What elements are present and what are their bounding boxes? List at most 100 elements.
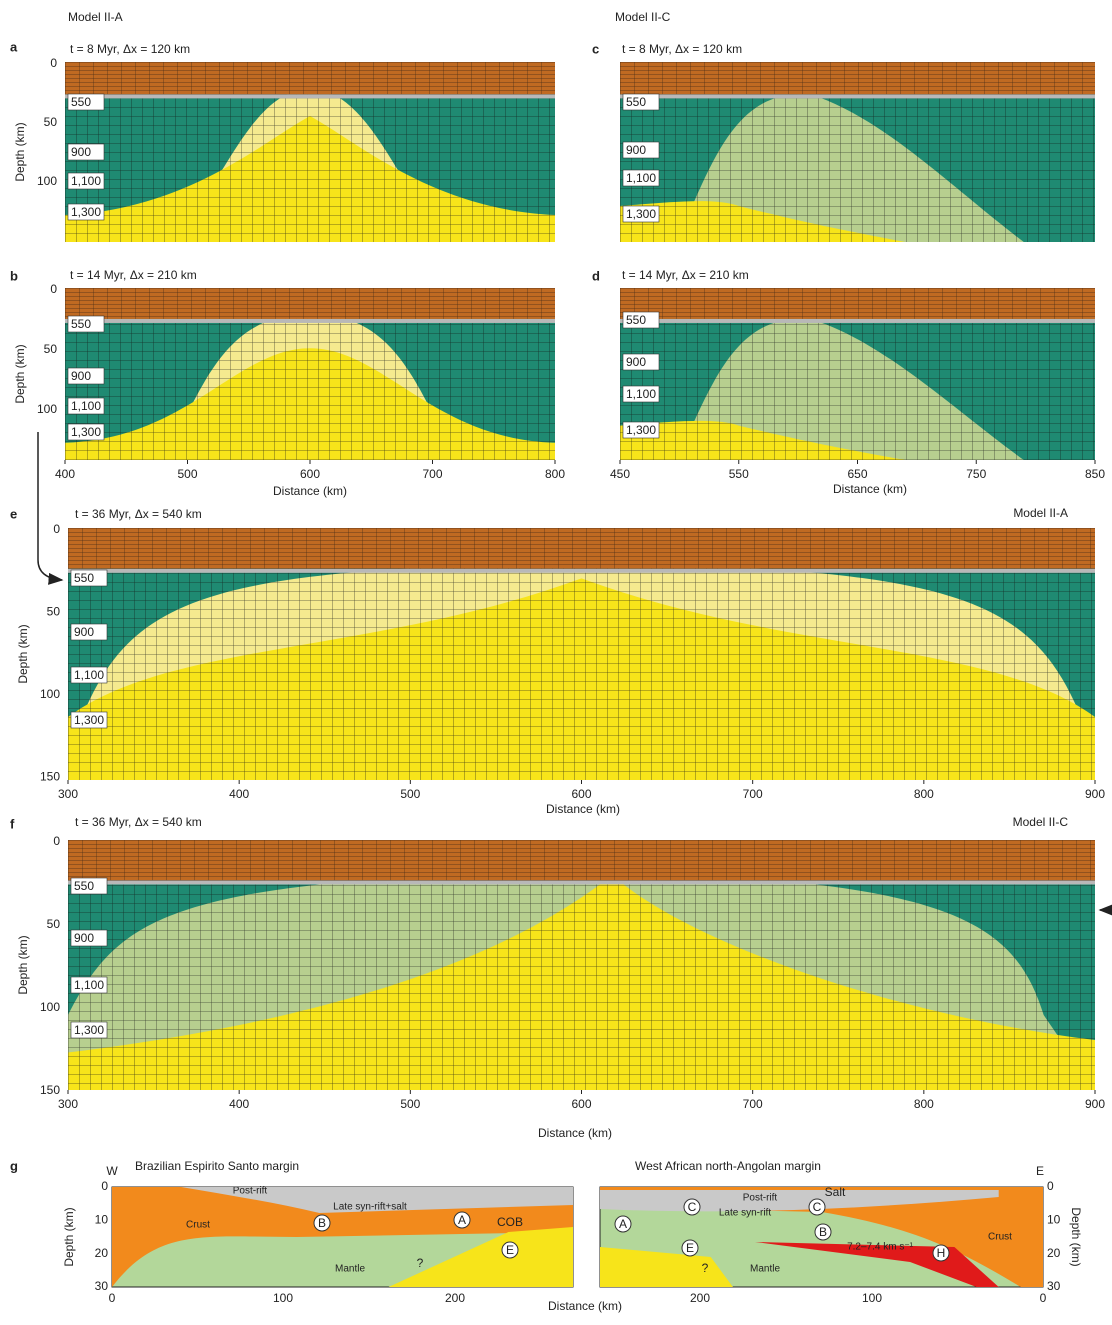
- x-tick-label: 700: [743, 1097, 763, 1111]
- x-tick-label: 600: [571, 1097, 591, 1111]
- model-label: Model II-A: [1013, 506, 1068, 520]
- isotherm-label: 1,100: [71, 174, 101, 188]
- section-label: E: [506, 1243, 514, 1257]
- isotherm-label: 900: [71, 145, 91, 159]
- model-panel: [620, 288, 1095, 460]
- crust-grid: [65, 62, 555, 94]
- x-tick-label: 500: [400, 1097, 420, 1111]
- x-tick-label: 800: [914, 1097, 934, 1111]
- section-label: COB: [497, 1215, 523, 1229]
- arrow: [38, 432, 62, 580]
- panel-body: [65, 288, 555, 460]
- x-tick-label: 700: [422, 467, 442, 481]
- y-tick-label: 0: [53, 834, 60, 848]
- x-axis-label: Distance (km): [548, 1299, 622, 1313]
- x-tick-label: 800: [914, 787, 934, 801]
- panel-body: [68, 840, 1095, 1090]
- y-axis-label: Depth (km): [13, 122, 27, 181]
- figure: Model II-AModel II-Cat = 8 Myr, Δx = 120…: [0, 0, 1112, 1320]
- y-tick-label: 0: [1047, 1179, 1054, 1193]
- section-label: Late syn-rift+salt: [333, 1202, 407, 1213]
- x-tick-label: 400: [55, 467, 75, 481]
- isotherm-label: 900: [71, 369, 91, 383]
- side-label: W: [106, 1164, 118, 1178]
- sediment: [620, 94, 1095, 98]
- isotherm-label: 900: [626, 143, 646, 157]
- sediment: [65, 94, 555, 98]
- model-panel: [620, 62, 1095, 242]
- isotherm-label: 1,300: [71, 425, 101, 439]
- y-tick-label: 0: [50, 56, 57, 70]
- panel-label: g: [10, 1158, 18, 1173]
- x-tick-label: 400: [229, 1097, 249, 1111]
- section-label: B: [819, 1225, 827, 1239]
- section-label: Crust: [988, 1232, 1012, 1243]
- sediment: [68, 569, 1095, 573]
- isotherm-label: 1,100: [626, 387, 656, 401]
- x-tick-label: 200: [445, 1291, 465, 1305]
- y-axis-label: Depth (km): [62, 1207, 76, 1266]
- y-tick-label: 20: [1047, 1246, 1061, 1260]
- section-label: Mantle: [750, 1264, 780, 1275]
- model-panel: [65, 288, 555, 460]
- section-label: Late syn-rift: [719, 1208, 771, 1219]
- section-label: B: [318, 1216, 326, 1230]
- section-label: C: [688, 1200, 697, 1214]
- panel-label: c: [592, 41, 599, 56]
- section-label: H: [937, 1246, 946, 1260]
- isotherm-label: 900: [74, 625, 94, 639]
- crust-grid: [65, 288, 555, 319]
- panel-body: [68, 528, 1095, 780]
- x-tick-label: 400: [229, 787, 249, 801]
- isotherm-label: 1,300: [71, 205, 101, 219]
- section-label: Post-rift: [233, 1186, 268, 1197]
- y-tick-label: 10: [1047, 1213, 1061, 1227]
- panel-label: b: [10, 268, 18, 283]
- y-tick-label: 30: [95, 1279, 109, 1293]
- x-axis-label: Distance (km): [546, 802, 620, 816]
- isotherm-label: 550: [74, 571, 94, 585]
- y-tick-label: 100: [40, 1000, 60, 1014]
- x-axis-label: Distance (km): [833, 482, 907, 496]
- panel-subtitle: t = 36 Myr, Δx = 540 km: [75, 815, 202, 829]
- isotherm-label: 1,100: [74, 978, 104, 992]
- x-tick-label: 300: [58, 1097, 78, 1111]
- x-tick-label: 800: [545, 467, 565, 481]
- crust-grid: [68, 840, 1095, 881]
- section-label: C: [813, 1200, 822, 1214]
- x-tick-label: 600: [571, 787, 591, 801]
- section-title: Brazilian Espirito Santo margin: [135, 1159, 299, 1173]
- isotherm-label: 1,300: [626, 207, 656, 221]
- panel-label: d: [592, 268, 600, 283]
- section-label: ?: [417, 1256, 424, 1270]
- header: Model II-A: [68, 10, 123, 24]
- isotherm-label: 1,300: [74, 713, 104, 727]
- x-tick-label: 600: [300, 467, 320, 481]
- x-tick-label: 550: [729, 467, 749, 481]
- section-label: Post-rift: [743, 1193, 778, 1204]
- section-label: 7.2–7.4 km s⁻¹: [847, 1242, 914, 1253]
- isotherm-label: 550: [626, 95, 646, 109]
- x-tick-label: 0: [1040, 1291, 1047, 1305]
- crust-grid: [620, 288, 1095, 319]
- x-tick-label: 500: [400, 787, 420, 801]
- y-tick-label: 10: [95, 1213, 109, 1227]
- x-tick-label: 200: [690, 1291, 710, 1305]
- panel-subtitle: t = 8 Myr, Δx = 120 km: [70, 42, 190, 56]
- panel-subtitle: t = 36 Myr, Δx = 540 km: [75, 507, 202, 521]
- crust-grid: [68, 528, 1095, 569]
- model-label: Model II-C: [1013, 815, 1069, 829]
- sediment: [65, 319, 555, 323]
- header: Model II-C: [615, 10, 671, 24]
- x-tick-label: 700: [743, 787, 763, 801]
- x-axis-label: Distance (km): [538, 1126, 612, 1140]
- sediment: [620, 319, 1095, 323]
- section-label: Salt: [825, 1185, 846, 1199]
- model-panel: [68, 840, 1095, 1090]
- y-tick-label: 150: [40, 770, 60, 784]
- section-title: West African north-Angolan margin: [635, 1159, 821, 1173]
- panel-subtitle: t = 8 Myr, Δx = 120 km: [622, 42, 742, 56]
- panel-subtitle: t = 14 Myr, Δx = 210 km: [70, 268, 197, 282]
- x-tick-label: 100: [273, 1291, 293, 1305]
- panel-subtitle: t = 14 Myr, Δx = 210 km: [622, 268, 749, 282]
